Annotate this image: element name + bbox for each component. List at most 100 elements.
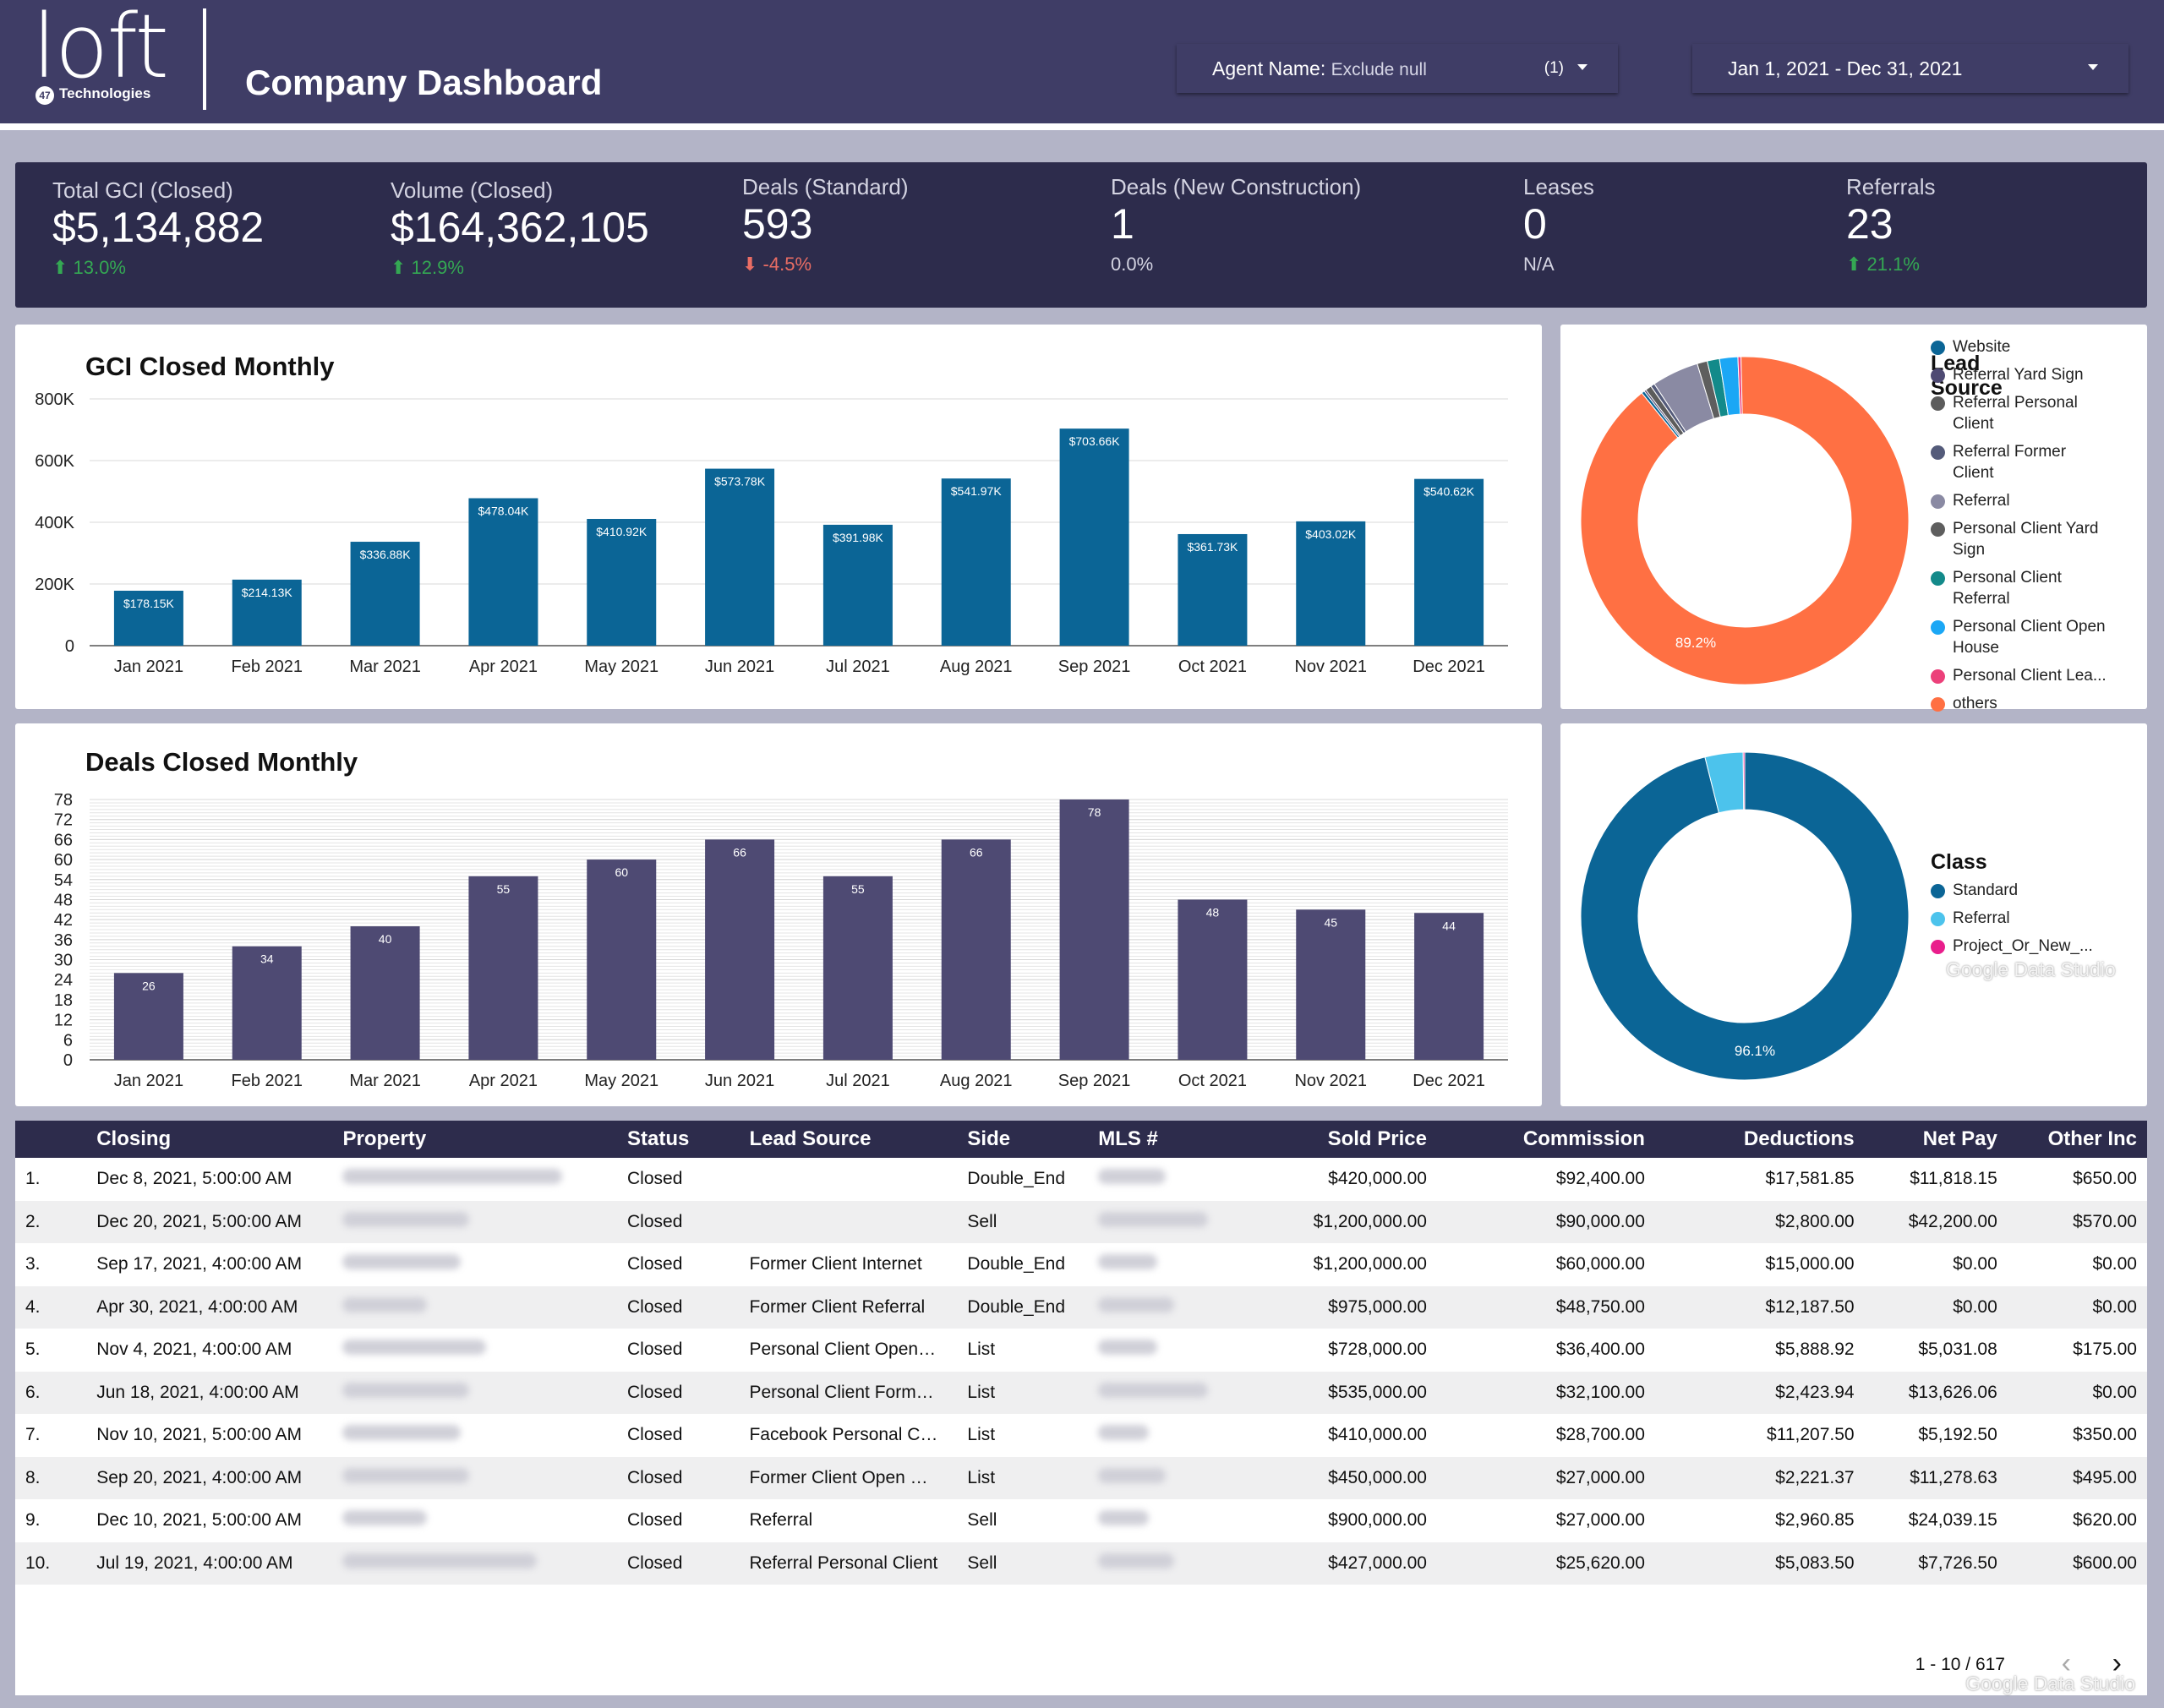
x-tick-label: Dec 2021 [1413,1072,1485,1090]
bar-aug-2021 [941,839,1011,1060]
column-status[interactable]: Status [617,1121,740,1158]
page-title: Company Dashboard [245,63,603,102]
cell-mls [1088,1285,1228,1329]
column-net-pay[interactable]: Net Pay [1864,1121,2008,1158]
legend-item[interactable]: Referral Former Client [1931,441,2108,483]
legend-item[interactable]: others [1931,693,2108,714]
donut-slice-project-or-new- [1742,751,1746,810]
bar-data-label: 45 [1324,915,1337,929]
table-row[interactable]: 1. Dec 8, 2021, 5:00:00 AM Closed Double_En… [15,1158,2147,1201]
x-tick-label: Aug 2021 [940,1072,1013,1090]
donut-slice-others [1580,356,1910,685]
column-sold-price[interactable]: Sold Price [1227,1121,1437,1158]
bar-data-label: $410.92K [596,525,648,538]
legend-item[interactable]: Personal Client Yard Sign [1931,518,2108,560]
legend-item[interactable]: Personal Client Open House [1931,616,2108,658]
x-tick-label: Oct 2021 [1178,658,1247,676]
table-row[interactable]: 3. Sep 17, 2021, 4:00:00 AM Closed Former C… [15,1243,2147,1286]
column-commission[interactable]: Commission [1436,1121,1655,1158]
redacted-value [342,1296,428,1312]
cell-commission: $25,620.00 [1436,1542,1655,1585]
chevron-left-icon[interactable]: ‹ [2061,1647,2071,1679]
kpi-value: 0 [1523,200,1547,248]
chevron-right-icon[interactable]: › [2112,1647,2122,1679]
table-row[interactable]: 4. Apr 30, 2021, 4:00:00 AM Closed Former C… [15,1285,2147,1329]
chevron-down-icon[interactable] [2088,64,2098,70]
table-row[interactable]: 2. Dec 20, 2021, 5:00:00 AM Closed Sell $1,2… [15,1200,2147,1243]
legend-item[interactable]: Referral Personal Client [1931,392,2108,434]
cell-index: 4. [15,1285,77,1329]
cell-mls [1088,1243,1227,1286]
legend-item[interactable]: Referral Yard Sign [1931,364,2108,385]
cell-closing: Sep 17, 2021, 4:00:00 AM [96,1254,303,1274]
kpi-change: 0.0% [1111,254,1154,275]
legend-item[interactable]: Website [1931,336,2108,357]
legend-item[interactable]: Project_Or_New_... [1931,936,2108,957]
column-deductions[interactable]: Deductions [1654,1121,1865,1158]
cell-lead-source: Referral Personal Client [739,1542,958,1585]
table-row[interactable]: 5. Nov 4, 2021, 4:00:00 AM Closed Personal … [15,1329,2147,1372]
agent-name-filter[interactable]: Agent Name: Exclude null (1) [1177,44,1618,93]
kpi-value: 593 [742,200,813,248]
donut-value-label: 96.1% [1735,1043,1775,1059]
column-side[interactable]: Side [957,1121,1089,1158]
cell-sold-price: $1,200,000.00 [1227,1200,1437,1243]
bar-sep-2021 [1059,799,1129,1060]
legend-item[interactable]: Personal Client Lea... [1931,665,2108,686]
cell-index: 9. [25,1510,41,1531]
redacted-value [1098,1425,1150,1441]
column-lead-source[interactable]: Lead Source [739,1121,958,1158]
cell-deductions: $17,581.85 [1765,1169,1855,1189]
cell-closing: Nov 10, 2021, 5:00:00 AM [96,1425,303,1445]
legend-item[interactable]: Referral [1931,490,2108,511]
column-closing[interactable]: Closing [76,1121,330,1158]
cell-commission: $27,000.00 [1436,1456,1655,1499]
legend-swatch-icon [1931,341,1945,355]
x-tick-label: Jul 2021 [826,658,890,676]
bar-data-label: $478.04K [478,505,529,518]
date-range-filter[interactable]: Jan 1, 2021 - Dec 31, 2021 [1692,44,2128,93]
cell-deductions: $5,083.50 [1654,1542,1865,1585]
cell-closing: Dec 8, 2021, 5:00:00 AM [96,1169,292,1189]
cell-side: Sell [967,1510,997,1531]
cell-other-inc: $0.00 [2092,1254,2137,1274]
cell-lead-source: Personal Client Form… [739,1371,958,1414]
bar-data-label: $336.88K [360,548,412,561]
cell-index: 2. [15,1200,77,1243]
column-property[interactable]: Property [329,1121,617,1158]
y-tick-label: 600K [35,452,74,471]
x-tick-label: Feb 2021 [231,658,303,676]
table-row[interactable]: 6. Jun 18, 2021, 4:00:00 AM Closed Personal… [15,1371,2147,1414]
redacted-value [342,1382,470,1398]
table-row[interactable]: 9. Dec 10, 2021, 5:00:00 AM Closed Referral… [15,1499,2147,1542]
cell-commission: $60,000.00 [1555,1254,1645,1274]
x-tick-label: May 2021 [584,1072,658,1090]
watermark: Google Data Studio [1946,958,2116,980]
bar-apr-2021 [468,498,538,646]
bar-nov-2021 [1296,909,1366,1060]
bar-data-label: $540.62K [1424,485,1475,499]
legend-item[interactable]: Standard [1931,880,2108,901]
arrow-up-icon: ⬆ [391,257,412,278]
cell-mls [1088,1200,1228,1243]
chevron-down-icon[interactable] [1577,64,1587,70]
table-row[interactable]: 7. Nov 10, 2021, 5:00:00 AM Closed Facebook… [15,1414,2147,1457]
bar-data-label: $214.13K [242,586,293,599]
column-other-inc[interactable]: Other Inc [2007,1121,2147,1158]
cell-closing: Sep 20, 2021, 4:00:00 AM [76,1456,330,1499]
column-mls[interactable]: MLS # [1088,1121,1228,1158]
cell-property [329,1329,617,1372]
legend-item[interactable]: Personal Client Referral [1931,567,2108,609]
cell-side: Double_End [957,1285,1089,1329]
table-header-row: Closing Property Status Lead Source Side… [15,1121,2147,1158]
legend-item[interactable]: Referral [1931,908,2108,929]
legend-label: Personal Client Referral [1953,569,2062,608]
logo-badge-icon: 47 [36,86,54,105]
table-row[interactable]: 8. Sep 20, 2021, 4:00:00 AM Closed Former C… [15,1456,2147,1499]
table-row[interactable]: 10. Jul 19, 2021, 4:00:00 AM Closed Referra… [15,1542,2147,1585]
legend-swatch-icon [1931,884,1945,898]
y-tick-label: 0 [65,637,74,656]
cell-sold-price: $900,000.00 [1328,1510,1427,1531]
cell-index: 7. [25,1425,41,1445]
bar-feb-2021 [232,579,302,646]
